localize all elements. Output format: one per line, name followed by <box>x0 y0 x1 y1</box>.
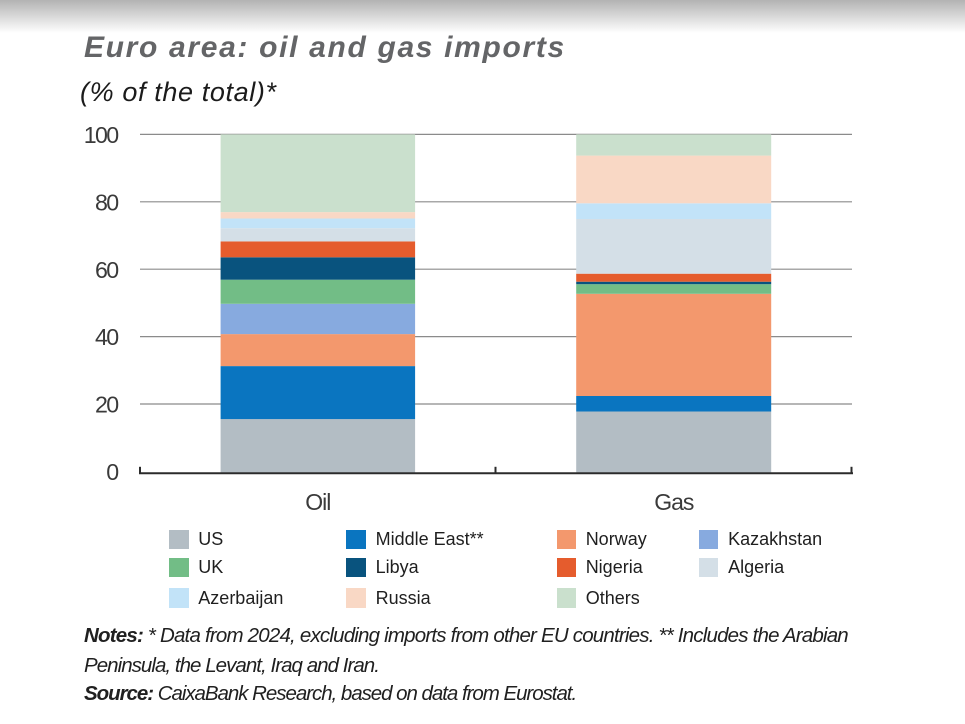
svg-text:Gas: Gas <box>654 489 694 515</box>
svg-text:100: 100 <box>84 122 118 148</box>
svg-text:20: 20 <box>95 392 118 418</box>
svg-text:80: 80 <box>95 189 118 215</box>
svg-text:40: 40 <box>95 324 118 350</box>
svg-text:0: 0 <box>106 459 118 485</box>
svg-text:Oil: Oil <box>305 489 330 515</box>
svg-text:60: 60 <box>95 257 118 283</box>
